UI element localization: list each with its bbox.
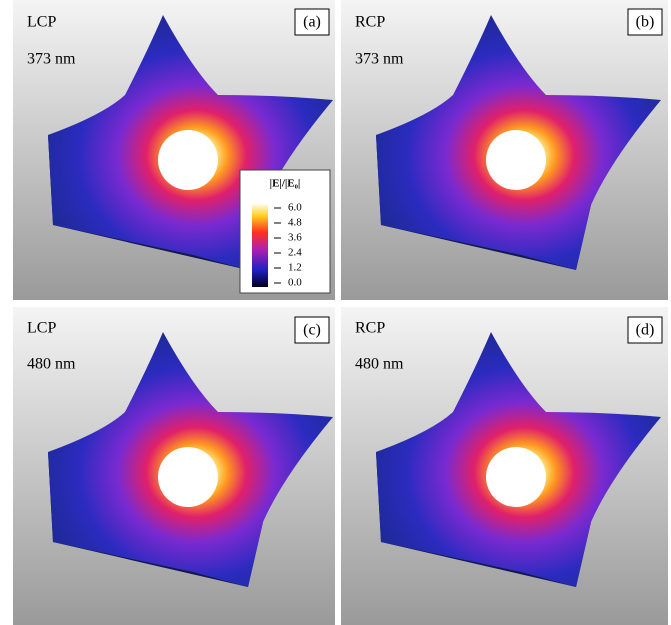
colorbar-tick-label: 1.2 bbox=[288, 262, 302, 274]
wavelength: 480 nm bbox=[27, 356, 76, 373]
panel-label: (d) bbox=[636, 322, 655, 339]
panel-label: (a) bbox=[303, 14, 321, 31]
wavelength: 480 nm bbox=[355, 356, 404, 373]
panel: RCP 480 nm (d) bbox=[341, 307, 668, 625]
wavelength: 373 nm bbox=[355, 51, 404, 68]
wavelength: 373 nm bbox=[27, 51, 76, 68]
polarization: LCP bbox=[27, 14, 56, 31]
colorbar-gradient bbox=[252, 203, 268, 287]
panel-label: (b) bbox=[636, 14, 655, 31]
colorbar-tick-label: 2.4 bbox=[288, 247, 302, 259]
colorbar-tick-label: 0.0 bbox=[288, 277, 302, 289]
panel-label: (c) bbox=[303, 322, 321, 339]
figure: LCP 373 nm (a) RCP 373 nm (b) LCP 480 nm… bbox=[0, 0, 671, 625]
polarization: RCP bbox=[355, 320, 385, 337]
polarization: RCP bbox=[355, 14, 385, 31]
colorbar: |E|/|E₀| 6.0 4.8 3.6 2.4 1.2 0.0 bbox=[240, 170, 330, 293]
panel: RCP 373 nm (b) bbox=[341, 0, 668, 300]
panel: LCP 480 nm (c) bbox=[13, 307, 335, 625]
colorbar-title: |E|/|E₀| bbox=[270, 178, 301, 190]
colorbar-tick-label: 4.8 bbox=[288, 217, 302, 229]
colorbar-tick-label: 6.0 bbox=[288, 202, 302, 214]
colorbar-tick-label: 3.6 bbox=[288, 232, 302, 244]
polarization: LCP bbox=[27, 320, 56, 337]
